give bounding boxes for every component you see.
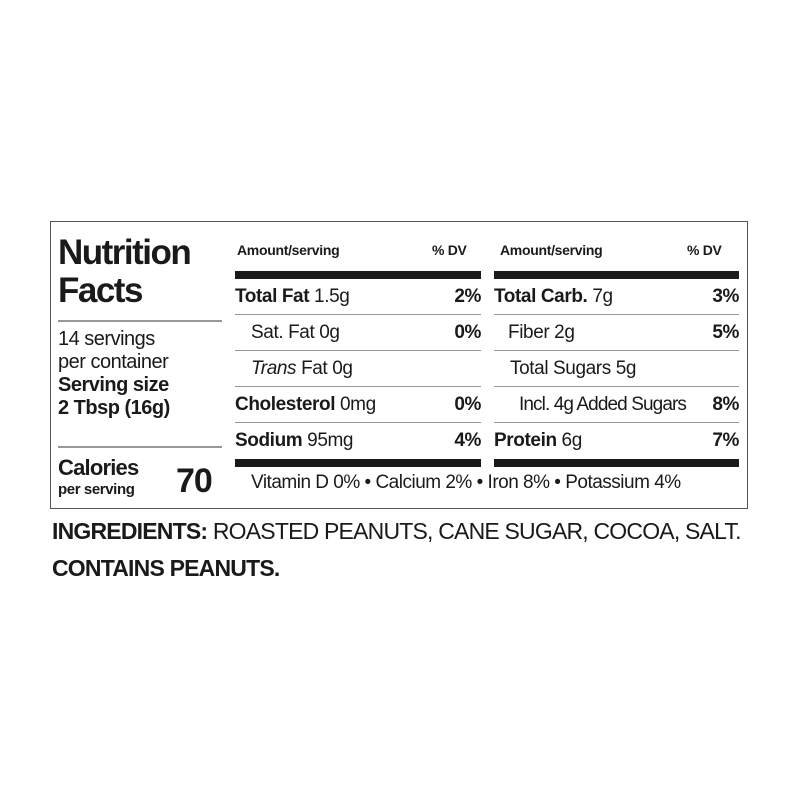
nutrient-row: Sodium 95mg 4% — [235, 430, 481, 451]
title-line2: Facts — [58, 271, 143, 310]
nutrient-column-right: Amount/serving % DV Total Carb. 7g 3% Fib… — [494, 242, 739, 467]
thick-divider — [235, 271, 481, 279]
thick-divider — [494, 271, 739, 279]
divider — [58, 320, 222, 322]
serving-size-label: Serving size — [58, 374, 169, 396]
nutrient-row: Sat. Fat 0g 0% — [235, 315, 481, 351]
servings-count: 14 servings — [58, 328, 155, 350]
ingredients: INGREDIENTS: ROASTED PEANUTS, CANE SUGAR… — [52, 518, 741, 545]
nutrient-row: Trans Fat 0g — [235, 351, 481, 387]
nutrient-row: Total Fat 1.5g 2% — [235, 279, 481, 315]
servings-info: 14 servings per container Serving size 2… — [58, 328, 170, 420]
dv-header: % DV — [432, 242, 467, 258]
ingredients-label: INGREDIENTS: — [52, 518, 208, 544]
servings-per-container: per container — [58, 351, 169, 373]
dv-header: % DV — [687, 242, 722, 258]
thick-divider — [235, 459, 481, 467]
serving-size-value: 2 Tbsp (16g) — [58, 397, 170, 419]
nutrition-facts-title: Nutrition Facts — [58, 233, 192, 310]
nutrient-row: Cholesterol 0mg 0% — [235, 387, 481, 423]
ingredients-list: ROASTED PEANUTS, CANE SUGAR, COCOA, SALT… — [212, 518, 742, 544]
nutrition-facts-panel — [50, 221, 748, 509]
nutrient-row: Total Carb. 7g 3% — [494, 279, 739, 315]
calories-label: Calories — [58, 455, 139, 480]
nutrient-row: Total Sugars 5g — [494, 351, 739, 387]
title-line1: Nutrition — [58, 233, 192, 272]
amount-header: Amount/serving — [237, 242, 340, 258]
nutrient-column-left: Amount/serving % DV Total Fat 1.5g 2% Sat… — [235, 242, 481, 467]
vitamins-minerals: Vitamin D 0% • Calcium 2% • Iron 8% • Po… — [251, 472, 681, 493]
allergen-statement: CONTAINS PEANUTS. — [52, 555, 280, 581]
nutrient-row: Protein 6g 7% — [494, 430, 739, 451]
divider — [58, 446, 222, 448]
calories-per-serving: per serving — [58, 481, 135, 498]
thick-divider — [494, 459, 739, 467]
nutrient-row: Incl. 4g Added Sugars 8% — [494, 387, 739, 423]
calories-value: 70 — [176, 462, 213, 500]
nutrient-row: Fiber 2g 5% — [494, 315, 739, 351]
amount-header: Amount/serving — [500, 242, 603, 258]
